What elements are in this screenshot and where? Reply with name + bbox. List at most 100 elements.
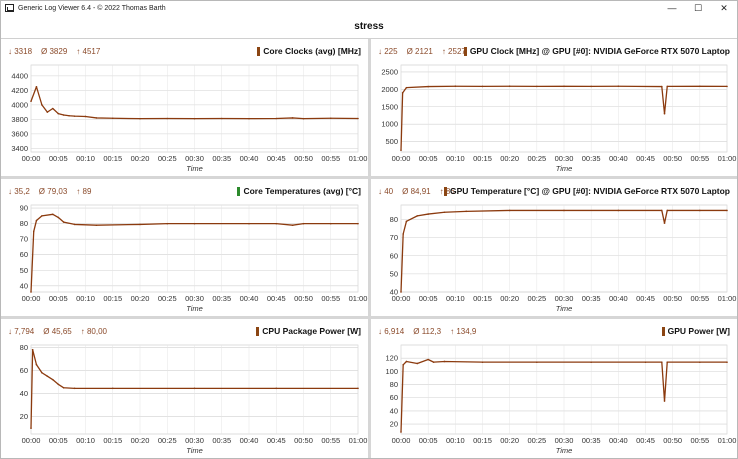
data-point xyxy=(726,85,728,88)
data-point xyxy=(405,86,408,89)
x-tick-label: 00:15 xyxy=(473,154,492,163)
x-tick-label: 00:55 xyxy=(321,436,340,445)
data-point xyxy=(427,213,429,215)
x-tick-label: 00:25 xyxy=(158,154,177,163)
legend-swatch xyxy=(661,326,665,336)
horizontal-divider-1 xyxy=(1,176,737,179)
data-point xyxy=(52,378,54,381)
x-tick-label: 00:25 xyxy=(527,154,546,163)
data-point xyxy=(193,222,196,225)
x-tick-label: 00:15 xyxy=(103,154,122,163)
legend-swatch xyxy=(444,186,448,196)
x-tick-label: 00:40 xyxy=(609,294,628,303)
data-point xyxy=(35,219,38,222)
data-point xyxy=(481,85,484,88)
x-tick-label: 00:50 xyxy=(294,436,313,445)
series-line xyxy=(400,85,728,151)
data-point xyxy=(32,230,35,233)
x-tick-label: 00:15 xyxy=(473,436,492,445)
x-tick-label: 00:20 xyxy=(500,154,519,163)
data-point xyxy=(275,222,278,225)
x-tick-label: 00:10 xyxy=(76,154,95,163)
data-point xyxy=(275,117,278,120)
minimize-button[interactable]: — xyxy=(667,2,677,13)
data-point xyxy=(563,85,565,88)
data-point xyxy=(73,115,76,117)
chart-core-clocks[interactable]: 3400 3600 3800 4000 4200 4400 00:00 00:05 00:10 0… xyxy=(1,39,368,176)
x-tick-label: 00:00 xyxy=(392,294,411,303)
app-icon xyxy=(5,4,14,12)
x-tick-label: 00:20 xyxy=(131,154,150,163)
data-point xyxy=(481,361,484,363)
x-tick-label: 01:00 xyxy=(349,154,368,163)
y-tick-label: 70 xyxy=(20,235,28,244)
x-tick-label: 00:30 xyxy=(555,294,574,303)
data-point xyxy=(248,117,250,120)
close-button[interactable]: ✕ xyxy=(720,2,728,13)
series-line xyxy=(30,86,359,120)
panel-stats: ↓ 40 Ø 84,91 ↑ 86 xyxy=(378,187,455,196)
maximize-button[interactable]: ☐ xyxy=(693,2,703,13)
data-point xyxy=(139,117,141,120)
data-point xyxy=(400,431,402,433)
panel-stats: ↓ 35,2 Ø 79,03 ↑ 89 xyxy=(8,187,92,196)
data-point xyxy=(644,361,647,363)
data-point xyxy=(405,360,408,363)
x-tick-label: 00:45 xyxy=(267,294,286,303)
panel-gpu-clock[interactable]: ↓ 225 Ø 2121 ↑ 2527 GPU Clock [MHz] @ GPU … xyxy=(371,39,737,176)
x-tick-label: 00:55 xyxy=(690,436,709,445)
data-point xyxy=(62,114,65,116)
data-point xyxy=(52,213,54,216)
y-tick-label: 60 xyxy=(390,251,398,260)
data-point xyxy=(454,85,457,88)
y-tick-label: 500 xyxy=(385,137,398,146)
x-tick-label: 00:55 xyxy=(321,154,340,163)
panel-stats: ↓ 7,794 Ø 45,65 ↑ 80,00 xyxy=(8,327,107,336)
data-point xyxy=(193,117,196,120)
window-controls: — ☐ ✕ xyxy=(659,1,737,15)
data-point xyxy=(302,222,305,225)
y-tick-label: 50 xyxy=(390,269,398,278)
data-point xyxy=(726,361,728,363)
x-tick-label: 00:05 xyxy=(49,436,68,445)
data-point xyxy=(465,210,467,213)
y-tick-label: 60 xyxy=(20,250,28,259)
x-tick-label: 00:40 xyxy=(240,436,259,445)
chart-gpu-clock[interactable]: 500 1000 1500 2000 2500 00:00 00:05 00:10 00:15 0… xyxy=(371,39,737,176)
chart-gpu-power[interactable]: 20 40 60 80 100 120 00:00 00:05 00:10 00:15 00:20 0… xyxy=(371,319,737,458)
x-tick-label: 00:55 xyxy=(321,294,340,303)
data-point xyxy=(57,112,60,115)
chart-gpu-temperature[interactable]: 40 50 60 70 80 00:00 00:05 00:10 00:15 00:20 00:25… xyxy=(371,179,737,316)
data-point xyxy=(443,360,446,363)
data-point xyxy=(46,111,49,113)
x-tick-label: 00:00 xyxy=(22,154,41,163)
panel-stats: ↓ 225 Ø 2121 ↑ 2527 xyxy=(378,47,466,56)
panel-cpu-package-power[interactable]: ↓ 7,794 Ø 45,65 ↑ 80,00 CPU Package Power … xyxy=(1,319,368,458)
vertical-divider xyxy=(368,39,371,458)
x-tick-label: 00:50 xyxy=(294,294,313,303)
chart-cpu-package-power[interactable]: 20 40 60 80 00:00 00:05 00:10 00:15 00:20 00:25 00… xyxy=(1,319,368,458)
data-point xyxy=(46,375,49,378)
data-point xyxy=(699,361,701,363)
panel-gpu-temperature[interactable]: ↓ 40 Ø 84,91 ↑ 86 GPU Temperature [°C] @ G… xyxy=(371,179,737,316)
panel-core-clocks[interactable]: ↓ 3318 Ø 3829 ↑ 4517 Core Clocks (avg) [MH… xyxy=(1,39,368,176)
x-tick-label: 00:50 xyxy=(663,294,682,303)
data-point xyxy=(661,209,663,212)
data-point xyxy=(30,291,32,293)
data-point xyxy=(35,85,38,88)
y-tick-label: 90 xyxy=(20,204,28,213)
chart-core-temperatures[interactable]: 40 50 60 70 80 90 00:00 00:05 00:10 00:15 00:20 00:… xyxy=(1,179,368,316)
panel-core-temperatures[interactable]: ↓ 35,2 Ø 79,03 ↑ 89 Core Temperatures (avg… xyxy=(1,179,368,316)
log-header: stress xyxy=(1,15,737,39)
y-tick-label: 4000 xyxy=(11,100,28,109)
x-tick-label: 00:35 xyxy=(582,436,601,445)
x-tick-label: 00:50 xyxy=(663,436,682,445)
data-point xyxy=(617,85,620,88)
x-tick-label: 01:00 xyxy=(718,294,737,303)
y-tick-label: 40 xyxy=(20,281,28,290)
x-tick-label: 00:05 xyxy=(49,294,68,303)
panel-gpu-power[interactable]: ↓ 6,914 Ø 112,3 ↑ 134,9 GPU Power [W] 20 40… xyxy=(371,319,737,458)
data-point xyxy=(30,100,32,103)
series-line xyxy=(400,358,727,433)
